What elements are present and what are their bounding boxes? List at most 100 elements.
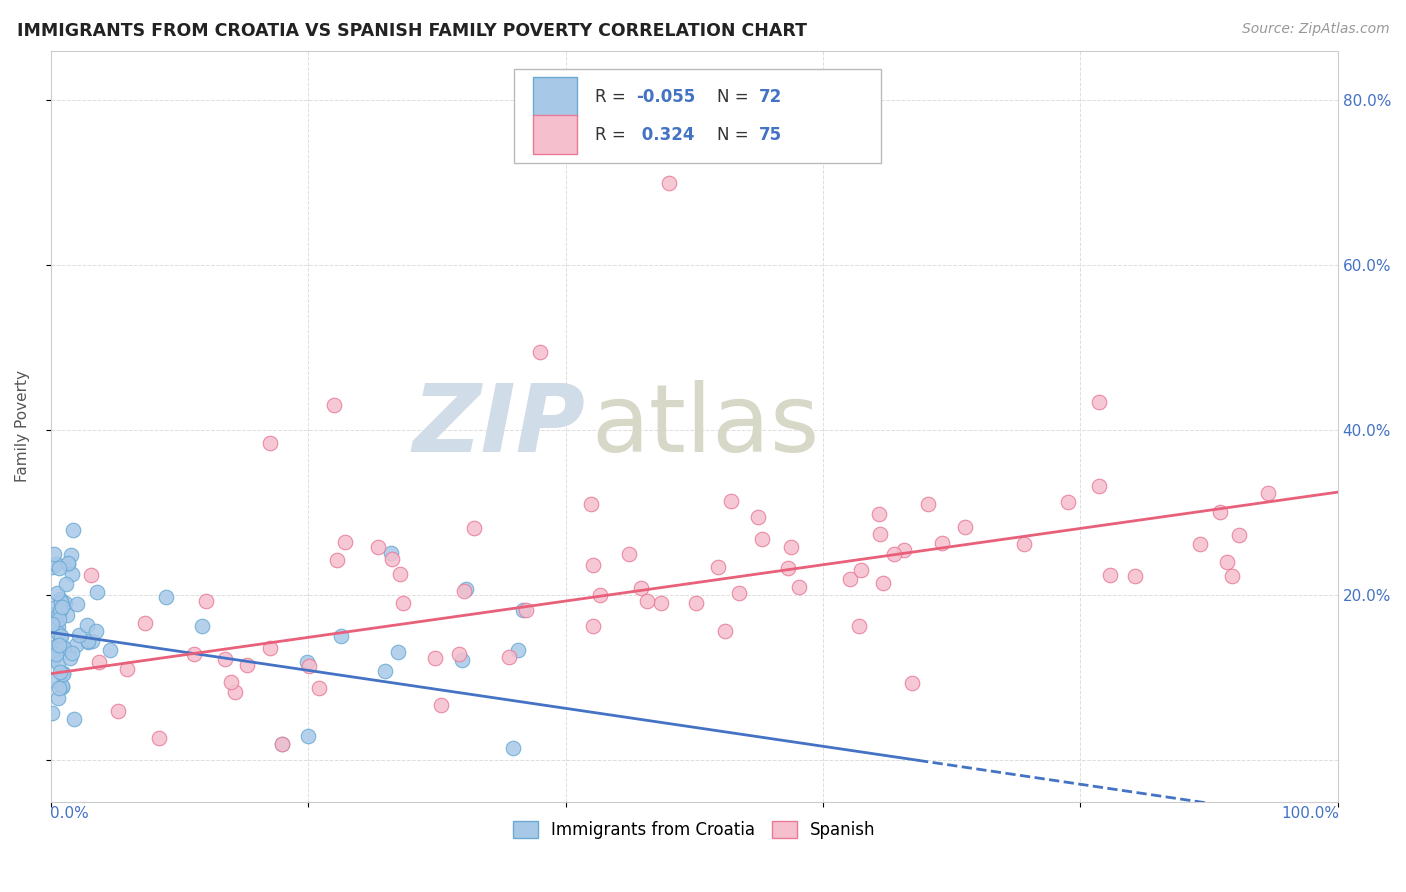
Point — [41, 642, 63, 657]
Point — [51, 679, 73, 693]
Point — [529, 344, 551, 359]
Point — [1227, 528, 1250, 542]
Point — [502, 740, 524, 755]
Text: N =: N = — [717, 88, 754, 106]
Point — [1123, 569, 1146, 583]
Point — [1014, 537, 1036, 551]
Point — [685, 596, 707, 610]
Point — [66, 597, 89, 611]
Point — [868, 508, 890, 522]
Point — [155, 590, 177, 604]
Legend: Immigrants from Croatia, Spanish: Immigrants from Croatia, Spanish — [506, 814, 883, 846]
Point — [224, 685, 246, 699]
Point — [46, 656, 69, 670]
Point — [77, 635, 100, 649]
Text: 0.0%: 0.0% — [49, 805, 89, 821]
Point — [1215, 555, 1237, 569]
Text: IMMIGRANTS FROM CROATIA VS SPANISH FAMILY POVERTY CORRELATION CHART: IMMIGRANTS FROM CROATIA VS SPANISH FAMIL… — [17, 22, 807, 40]
Point — [107, 704, 129, 718]
Point — [52, 667, 75, 681]
Point — [630, 582, 652, 596]
Point — [1220, 569, 1243, 583]
Point — [53, 596, 76, 610]
Point — [41, 560, 63, 574]
Point — [49, 592, 72, 607]
Point — [776, 561, 799, 575]
Point — [148, 731, 170, 745]
Point — [787, 580, 810, 594]
Point — [48, 630, 70, 644]
Point — [76, 634, 98, 648]
Point — [707, 559, 730, 574]
Point — [56, 607, 79, 622]
Point — [617, 547, 640, 561]
Point — [259, 640, 281, 655]
Point — [65, 638, 87, 652]
Point — [41, 706, 63, 720]
Point — [56, 556, 79, 570]
Point — [41, 673, 63, 687]
Point — [298, 658, 321, 673]
Text: 72: 72 — [759, 88, 782, 106]
FancyBboxPatch shape — [533, 77, 576, 116]
Point — [429, 698, 451, 712]
Point — [52, 640, 75, 655]
Point — [931, 536, 953, 550]
Point — [454, 582, 477, 596]
Point — [49, 629, 72, 643]
Point — [1099, 568, 1122, 582]
Point — [46, 626, 69, 640]
Point — [380, 546, 402, 560]
Point — [219, 674, 242, 689]
Point — [451, 653, 474, 667]
Text: 100.0%: 100.0% — [1281, 805, 1339, 821]
Point — [76, 618, 98, 632]
Point — [48, 612, 70, 626]
Point — [869, 527, 891, 541]
Text: ZIP: ZIP — [412, 380, 585, 472]
Point — [49, 665, 72, 679]
Text: N =: N = — [717, 126, 754, 144]
Point — [45, 639, 67, 653]
Point — [883, 547, 905, 561]
Point — [52, 665, 75, 680]
Point — [387, 645, 409, 659]
Point — [329, 629, 352, 643]
Point — [44, 610, 66, 624]
Point — [636, 594, 658, 608]
Point — [48, 681, 70, 696]
Point — [87, 655, 110, 669]
Point — [955, 520, 977, 534]
Point — [901, 676, 924, 690]
Point — [51, 599, 73, 614]
Point — [917, 497, 939, 511]
Point — [326, 553, 349, 567]
Point — [63, 712, 86, 726]
Point — [59, 651, 82, 665]
Text: 75: 75 — [759, 126, 782, 144]
Point — [183, 647, 205, 661]
Point — [46, 608, 69, 623]
Point — [45, 647, 67, 661]
Point — [236, 657, 259, 672]
Text: 0.324: 0.324 — [637, 126, 695, 144]
Point — [779, 540, 801, 554]
Point — [1188, 537, 1211, 551]
Point — [51, 680, 73, 694]
Point — [447, 647, 470, 661]
Point — [720, 493, 742, 508]
Point — [848, 618, 870, 632]
Point — [297, 729, 319, 743]
Point — [751, 532, 773, 546]
Point — [58, 558, 80, 572]
Point — [392, 597, 415, 611]
Point — [271, 737, 294, 751]
Point — [463, 521, 485, 535]
Text: Source: ZipAtlas.com: Source: ZipAtlas.com — [1241, 22, 1389, 37]
Y-axis label: Family Poverty: Family Poverty — [15, 370, 30, 483]
Point — [506, 643, 529, 657]
Point — [588, 588, 610, 602]
Point — [582, 619, 605, 633]
Point — [849, 563, 872, 577]
Point — [367, 540, 389, 554]
